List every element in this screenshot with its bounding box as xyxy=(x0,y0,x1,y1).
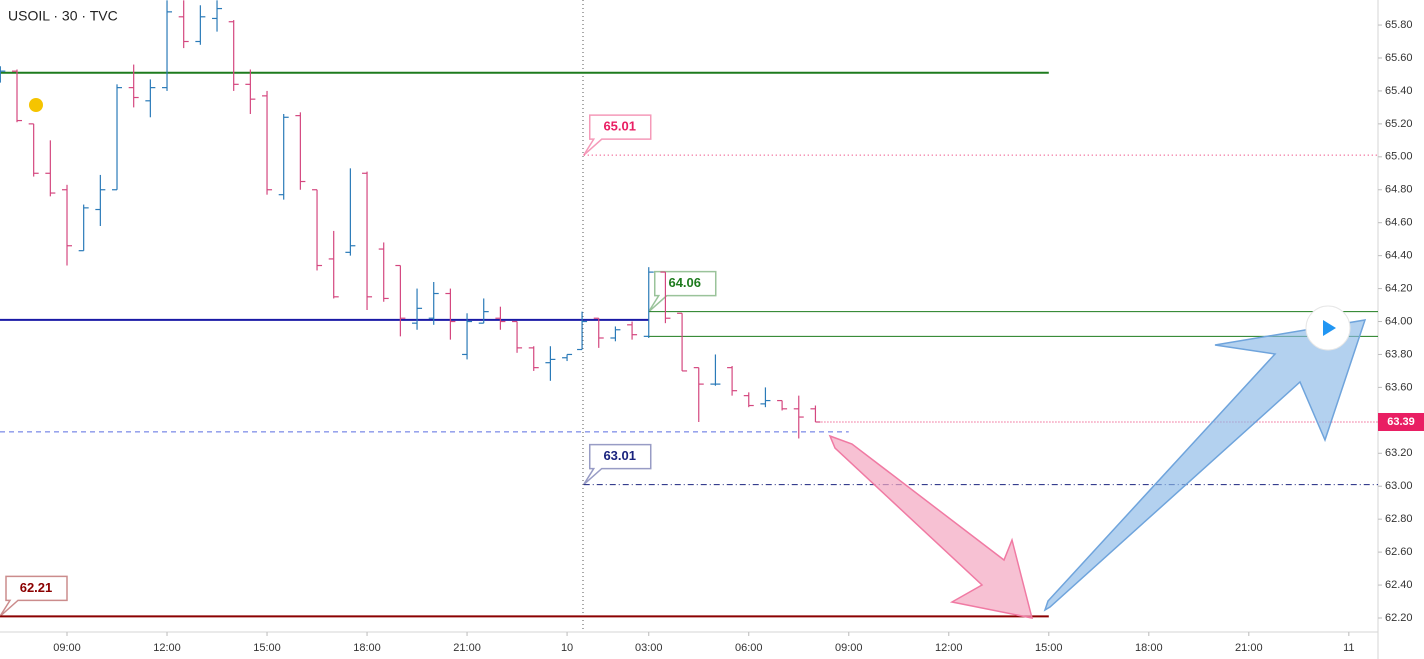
y-tick-label: 64.40 xyxy=(1385,250,1413,262)
y-tick-label: 65.60 xyxy=(1385,52,1413,64)
y-tick-label: 62.20 xyxy=(1385,612,1413,624)
x-tick-label: 12:00 xyxy=(935,642,963,654)
marker-dot xyxy=(29,98,43,112)
x-tick-label: 12:00 xyxy=(153,642,181,654)
y-tick-label: 64.60 xyxy=(1385,217,1413,229)
callout-box xyxy=(583,114,652,156)
x-tick-label: 09:00 xyxy=(835,642,863,654)
callout-label: 64.06 xyxy=(668,275,701,290)
x-tick-label: 18:00 xyxy=(1135,642,1163,654)
x-tick-label: 10 xyxy=(561,642,573,654)
y-tick-label: 64.80 xyxy=(1385,184,1413,196)
callout-label: 63.01 xyxy=(603,448,636,463)
last-price-label: 63.39 xyxy=(1387,416,1415,428)
y-tick-label: 63.80 xyxy=(1385,348,1413,360)
x-tick-label: 09:00 xyxy=(53,642,81,654)
y-tick-label: 65.20 xyxy=(1385,118,1413,130)
callout-label: 65.01 xyxy=(603,119,636,134)
y-tick-label: 64.00 xyxy=(1385,315,1413,327)
play-button[interactable] xyxy=(1305,305,1351,351)
chart-title: USOIL · 30 · TVC xyxy=(8,8,118,24)
play-icon[interactable] xyxy=(1323,320,1336,336)
x-tick-label: 21:00 xyxy=(1235,642,1263,654)
last-price-box xyxy=(1378,412,1424,431)
x-tick-label: 21:00 xyxy=(453,642,481,654)
x-tick-label: 18:00 xyxy=(353,642,381,654)
y-tick-label: 65.80 xyxy=(1385,19,1413,31)
y-tick-label: 62.80 xyxy=(1385,513,1413,525)
y-tick-label: 65.00 xyxy=(1385,151,1413,163)
callout-label: 62.21 xyxy=(20,580,53,595)
up-arrow xyxy=(1043,319,1367,612)
callout-box xyxy=(583,443,652,486)
x-tick-label: 03:00 xyxy=(635,642,663,654)
y-tick-label: 62.60 xyxy=(1385,546,1413,558)
y-tick-label: 62.40 xyxy=(1385,579,1413,591)
x-tick-label: 11 xyxy=(1343,642,1354,654)
y-tick-label: 63.60 xyxy=(1385,381,1413,393)
y-tick-label: 64.20 xyxy=(1385,282,1413,294)
x-tick-label: 15:00 xyxy=(1035,642,1063,654)
y-tick-label: 65.40 xyxy=(1385,85,1413,97)
y-tick-label: 63.00 xyxy=(1385,480,1413,492)
y-tick-label: 63.20 xyxy=(1385,447,1413,459)
callout-box xyxy=(0,575,68,617)
x-tick-label: 06:00 xyxy=(735,642,763,654)
x-tick-label: 15:00 xyxy=(253,642,281,654)
down-arrow xyxy=(828,434,1034,619)
